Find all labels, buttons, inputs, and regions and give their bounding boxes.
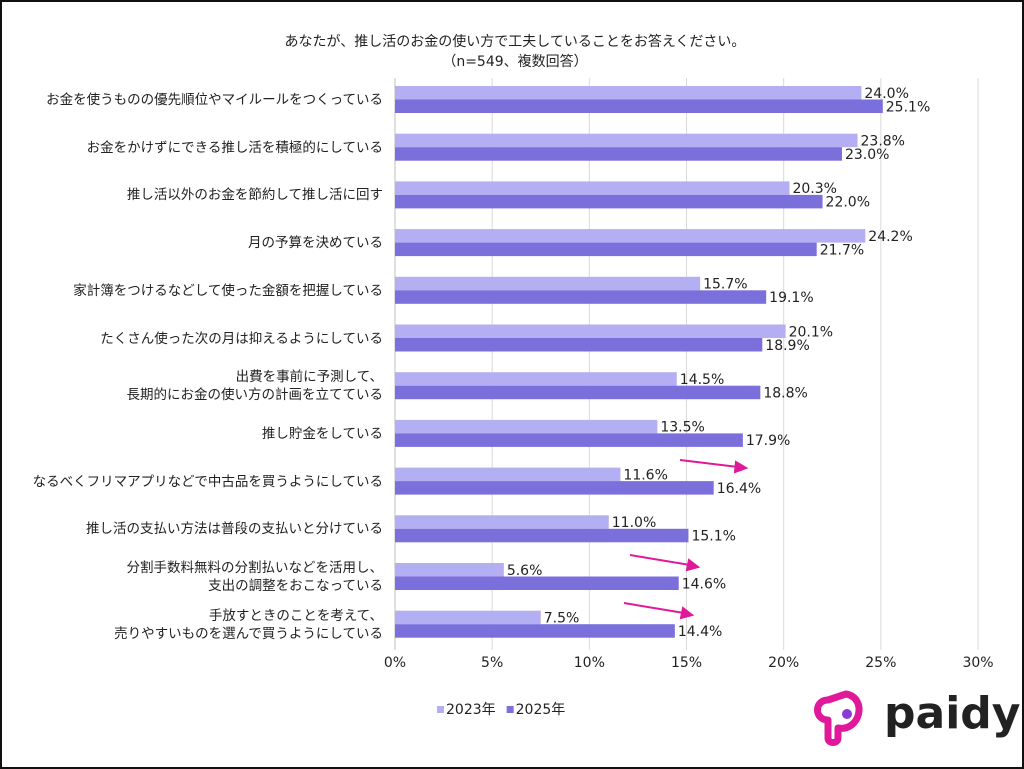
value-label: 13.5% [660,420,704,436]
bar [395,372,677,386]
y-tick-label: お金を使うものの優先順位やマイルールをつくっている [46,92,383,108]
arrow-head [679,606,695,620]
bar [395,563,504,577]
y-tick-label: 手放すときのことを考えて、 売りやすいものを選んで買うようにしている [114,607,383,642]
value-label: 19.1% [769,290,813,306]
logo: paidy [814,688,1020,746]
x-tick-label: 5% [481,655,503,671]
value-label: 14.5% [680,372,724,388]
bar [395,515,609,529]
y-tick-label: たくさん使った次の月は抑えるようにしている [100,330,383,347]
bar [395,276,701,291]
value-label: 5.6% [507,563,543,579]
bar [395,467,621,482]
bar [395,324,786,338]
arrow-head [733,460,749,474]
y-tick-label: 月の予算を決めている [248,235,383,252]
value-label: 18.9% [765,338,809,354]
arrows [623,459,749,620]
x-tick-label: 15% [671,655,702,671]
bar [395,99,883,113]
x-tick-label: 0% [384,655,406,671]
y-tick-label: 推し貯金をしている [261,425,383,442]
value-label: 18.8% [763,385,807,401]
bar [395,610,541,625]
arrow [629,554,691,566]
y-tick-label: なるべくフリマアプリなどで中古品を買うようにしている [32,473,383,490]
legend-label: 2023年 [446,702,496,718]
value-label: 7.5% [544,610,580,626]
value-label: 14.4% [678,624,722,640]
value-label: 15.1% [691,529,735,545]
bar [395,385,761,400]
value-label: 24.2% [868,229,912,245]
legend-swatch [506,706,514,713]
bar [395,181,790,195]
x-tick-label: 10% [574,655,605,671]
legend-label: 2025年 [516,702,566,718]
x-tick-label: 20% [768,655,799,671]
bar [395,86,862,100]
value-label: 24.0% [864,86,908,102]
bar [395,528,689,543]
logo-mark [814,690,863,746]
bar [395,229,866,243]
logo-dot [842,709,852,719]
y-tick-label: 推し活の支払い方法は普段の支払いと分けている [86,521,383,538]
value-label: 20.3% [792,181,836,197]
bar [395,290,767,304]
y-tick-label: 推し活以外のお金を節約して推し活に回す [126,187,383,204]
value-label: 20.1% [789,324,833,340]
logo-text: paidy [884,688,1020,739]
value-label: 15.7% [703,277,747,293]
bar [395,481,714,495]
x-tick-label: 25% [865,655,896,671]
bar [395,242,817,257]
bar [395,433,743,447]
chart-subtitle: （n=549、複数回答） [442,53,587,70]
y-tick-label: お金をかけずにできる推し活を積極的にしている [86,139,383,156]
bar [395,419,658,434]
arrow [679,459,739,468]
bar [395,338,763,352]
y-tick-label: 出費を事前に予測して、 長期的にお金の使い方の計画を立てている [126,369,384,404]
value-label: 23.8% [861,133,905,149]
x-tick-label: 30% [962,655,993,671]
arrow [623,602,685,614]
bar [395,576,679,590]
value-label: 17.9% [746,433,790,449]
value-label: 16.4% [717,481,761,497]
value-label: 21.7% [820,242,864,258]
value-label: 22.0% [826,195,870,211]
bar [395,194,823,209]
bar [395,147,842,161]
arrow-head [685,558,701,572]
value-label: 25.1% [886,99,930,115]
value-label: 14.6% [682,576,726,592]
bar [395,133,858,148]
value-label: 11.0% [612,515,656,531]
y-tick-label: 家計簿をつけるなどして使った金額を把握している [73,282,383,299]
bar [395,624,675,638]
value-label: 11.6% [623,467,667,483]
legend-swatch [437,706,444,713]
value-label: 23.0% [845,147,889,163]
chart-title: あなたが、推し活のお金の使い方で工夫していることをお答えください。 [285,33,746,50]
y-tick-label: 分割手数料無料の分割払いなどを活用し、 支出の調整をおこなっている [126,560,384,594]
